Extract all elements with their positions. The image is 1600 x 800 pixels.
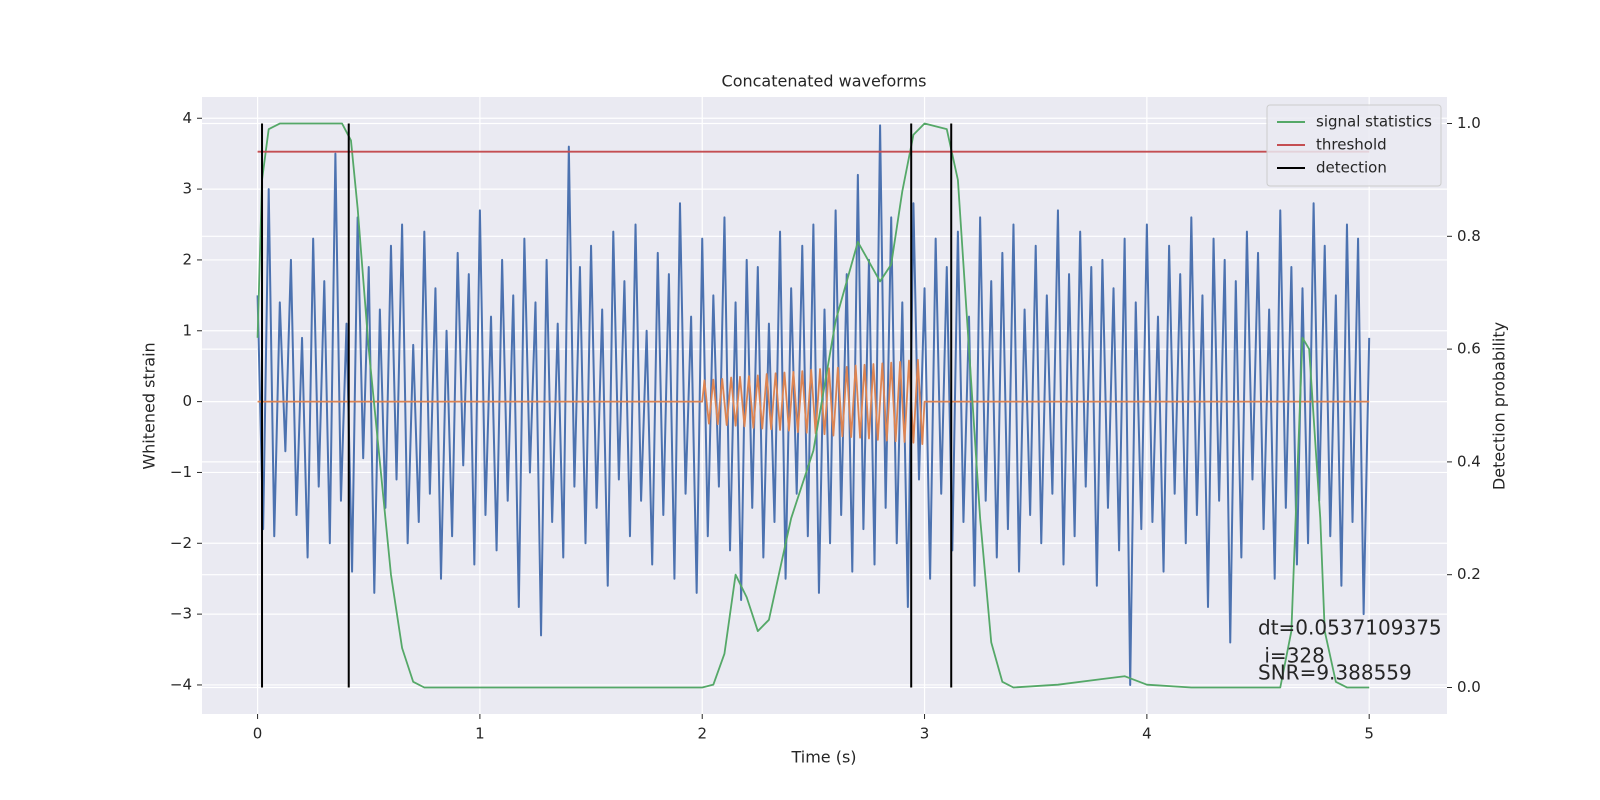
x-tick-label: 1 (475, 725, 485, 743)
x-tick-label: 2 (697, 725, 707, 743)
legend-label: threshold (1316, 136, 1387, 154)
annotation-line: SNR=9.388559 (1258, 660, 1412, 684)
plot-area (202, 97, 1447, 714)
y2-tick-label: 0.2 (1457, 565, 1481, 583)
y-tick-label: 4 (182, 109, 192, 127)
y2-axis-label: Detection probability (1490, 322, 1509, 490)
y2-tick-label: 0.6 (1457, 340, 1481, 358)
series-line (257, 358, 1370, 446)
x-axis-label: Time (s) (790, 748, 856, 767)
y-tick-label: 1 (182, 321, 192, 339)
x-tick-label: 4 (1142, 725, 1152, 743)
y-tick-label: −1 (170, 463, 192, 481)
y-tick-label: 2 (182, 250, 192, 268)
chart-title: Concatenated waveforms (722, 72, 927, 91)
series-line (256, 122, 1370, 689)
y-tick-label: −4 (170, 675, 192, 693)
y-tick-label: −2 (170, 534, 192, 552)
y-tick-label: 0 (182, 392, 192, 410)
x-tick-label: 0 (253, 725, 263, 743)
legend-label: detection (1316, 159, 1387, 177)
y2-tick-label: 0.4 (1457, 452, 1481, 470)
annotation-line: dt=0.0537109375 (1258, 615, 1442, 639)
series-line (256, 124, 1371, 686)
y-axis-label: Whitened strain (140, 342, 159, 469)
x-tick-label: 5 (1364, 725, 1374, 743)
legend-label: signal statistics (1316, 113, 1432, 131)
y2-tick-label: 0.8 (1457, 227, 1481, 245)
x-tick-label: 3 (920, 725, 930, 743)
annotation-line: i=328 (1258, 643, 1325, 667)
y-tick-label: 3 (182, 180, 192, 198)
legend-box (1266, 104, 1442, 187)
annotation: dt=0.0537109375 i=328 SNR=9.388559 (1258, 615, 1442, 684)
y-tick-label: −3 (170, 605, 192, 623)
y2-tick-label: 1.0 (1457, 114, 1481, 132)
y2-tick-label: 0.0 (1457, 678, 1481, 696)
